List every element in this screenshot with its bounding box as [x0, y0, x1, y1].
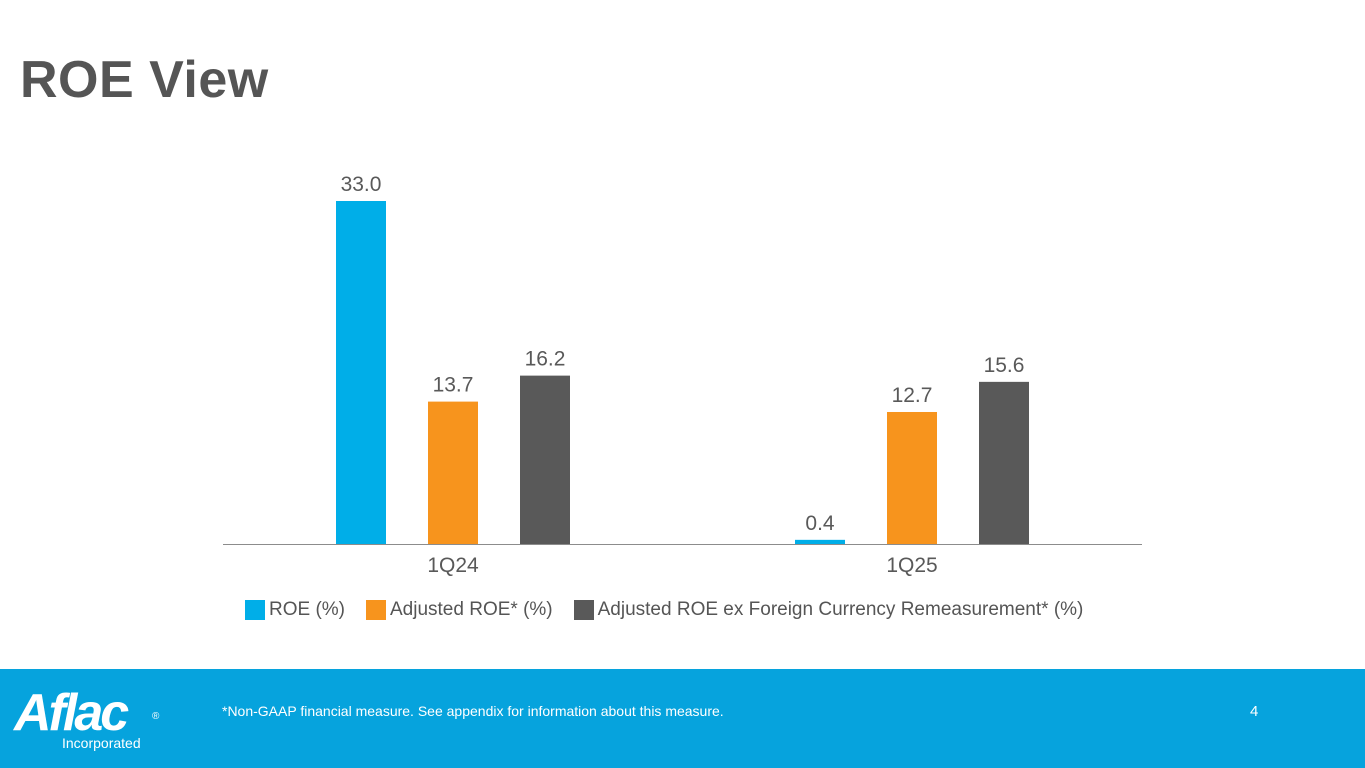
logo-subtitle: Incorporated [62, 735, 141, 751]
page-title: ROE View [20, 51, 269, 109]
legend-item-adjusted-roe: Adjusted ROE* (%) [366, 599, 553, 621]
footer-bar: Aflac ® Incorporated *Non-GAAP financial… [0, 669, 1365, 768]
logo-wordmark: Aflac [14, 684, 129, 742]
data-label-1q25-series-0: 0.4 [805, 512, 835, 535]
chart-legend: ROE (%) Adjusted ROE* (%) Adjusted ROE e… [245, 599, 1104, 621]
data-label-1q24-series-1: 13.7 [433, 374, 474, 397]
legend-item-roe: ROE (%) [245, 599, 345, 621]
roe-bar-chart: 33.0 13.7 16.2 1Q24 0.4 12.7 15.6 1Q25 [223, 173, 1142, 577]
data-label-1q25-series-2: 15.6 [984, 354, 1025, 377]
bar-1q25-series-1 [887, 411, 937, 544]
bar-1q24-series-0 [336, 201, 386, 544]
legend-swatch-roe [245, 600, 265, 620]
bar-1q25-series-0 [795, 539, 845, 544]
footnote: *Non-GAAP financial measure. See appendi… [222, 703, 724, 719]
legend-label-adjusted-roe-ex-fx: Adjusted ROE ex Foreign Currency Remeasu… [597, 599, 1084, 620]
bar-1q24-series-1 [428, 401, 478, 544]
legend-item-adjusted-roe-ex-fx: Adjusted ROE ex Foreign Currency Remeasu… [573, 599, 1084, 621]
bar-1q24-series-2 [520, 375, 570, 544]
page-number: 4 [1250, 703, 1259, 720]
aflac-logo: Aflac ® Incorporated [14, 683, 164, 758]
data-label-1q24-series-0: 33.0 [341, 173, 382, 196]
legend-swatch-adjusted-roe [366, 600, 386, 620]
data-label-1q25-series-1: 12.7 [892, 384, 933, 407]
logo-registered-mark: ® [152, 711, 160, 722]
legend-label-roe: ROE (%) [269, 599, 345, 620]
x-tick-label-1q24: 1Q24 [427, 554, 479, 577]
x-tick-label-1q25: 1Q25 [886, 554, 937, 577]
data-label-1q24-series-2: 16.2 [525, 348, 566, 371]
legend-label-adjusted-roe: Adjusted ROE* (%) [390, 599, 553, 620]
legend-swatch-adjusted-roe-ex-fx [573, 600, 594, 620]
bar-1q25-series-2 [979, 381, 1029, 544]
